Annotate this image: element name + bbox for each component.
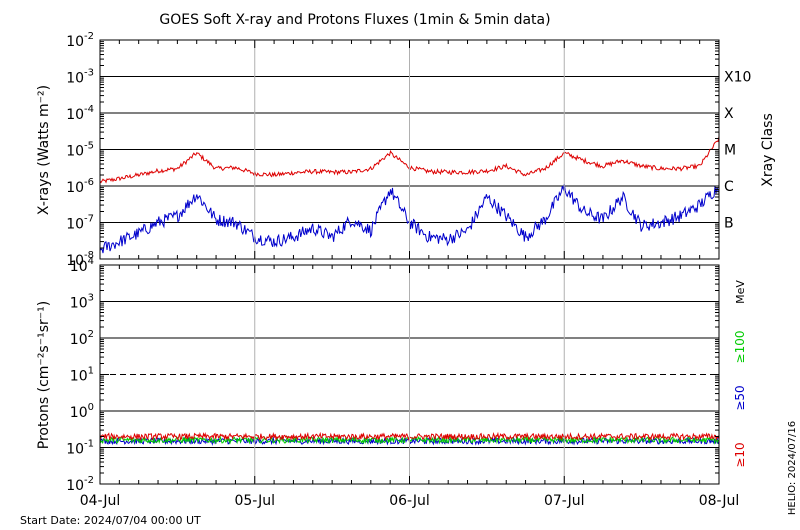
xray-class-label: C — [724, 179, 734, 195]
y-tick-label: 101 — [70, 366, 94, 385]
proton-energy-legend-entry: ≥100 — [733, 331, 747, 364]
proton-unit-label: MeV — [734, 280, 747, 304]
proton-y-axis-label: Protons (cm⁻²s⁻¹sr⁻¹) — [36, 301, 52, 450]
xray-class-axis-label: Xray Class — [760, 113, 776, 187]
x-tick-label: 06-Jul — [389, 493, 430, 509]
start-date-label: Start Date: 2024/07/04 00:00 UT — [20, 514, 201, 527]
x-tick-label: 04-Jul — [80, 493, 121, 509]
x-tick-label: 08-Jul — [699, 493, 740, 509]
x-tick-label: 07-Jul — [544, 493, 585, 509]
y-tick-label: 10-2 — [66, 475, 94, 494]
y-tick-label: 104 — [70, 256, 94, 275]
proton-panel: 10-2 10-1 100 101 102 103 104 ≥10 ≥50 ≥100 Proto… — [36, 256, 747, 494]
xray-class-label: X — [724, 106, 734, 122]
xray-class-labels: B C M X X10 — [724, 70, 751, 232]
xray-panel: 10-8 10-7 10-6 10-5 10-4 10-3 10-2 B C M X X10 X-r… — [36, 31, 776, 269]
xray-class-label: M — [724, 143, 736, 159]
y-tick-label: 10-6 — [66, 177, 94, 196]
y-tick-label: 102 — [70, 329, 94, 348]
xray-frame-ticks — [99, 39, 720, 260]
helio-watermark: HELIO: 2024/07/16 — [787, 421, 798, 515]
y-tick-label: 10-1 — [66, 439, 94, 458]
x-tick-label: 05-Jul — [234, 493, 275, 509]
proton-frame-ticks — [99, 264, 720, 485]
proton-y-tick-labels: 10-2 10-1 100 101 102 103 104 — [66, 256, 94, 494]
proton-energy-legend-entry: ≥10 — [733, 442, 747, 467]
xray-class-label: X10 — [724, 70, 751, 86]
y-tick-label: 10-8 — [66, 250, 94, 269]
y-tick-label: 10-7 — [66, 214, 94, 233]
xray-y-tick-labels: 10-8 10-7 10-6 10-5 10-4 10-3 10-2 — [66, 31, 94, 269]
y-tick-label: 10-5 — [66, 141, 94, 160]
y-tick-label: 10-2 — [66, 31, 94, 50]
xray-class-label: B — [724, 216, 734, 232]
proton-energy-legend-entry: ≥50 — [733, 385, 747, 410]
y-tick-label: 103 — [70, 293, 94, 312]
xray-y-axis-label: X-rays (Watts m⁻²) — [36, 85, 52, 215]
chart-title: GOES Soft X-ray and Protons Fluxes (1min… — [159, 12, 550, 28]
y-tick-label: 10-3 — [66, 68, 94, 87]
x-axis-tick-labels: 04-Jul 05-Jul 06-Jul 07-Jul 08-Jul — [80, 493, 740, 509]
y-tick-label: 100 — [70, 402, 94, 421]
proton-energy-legend: ≥10 ≥50 ≥100 — [733, 331, 747, 468]
y-tick-label: 10-4 — [66, 104, 94, 123]
